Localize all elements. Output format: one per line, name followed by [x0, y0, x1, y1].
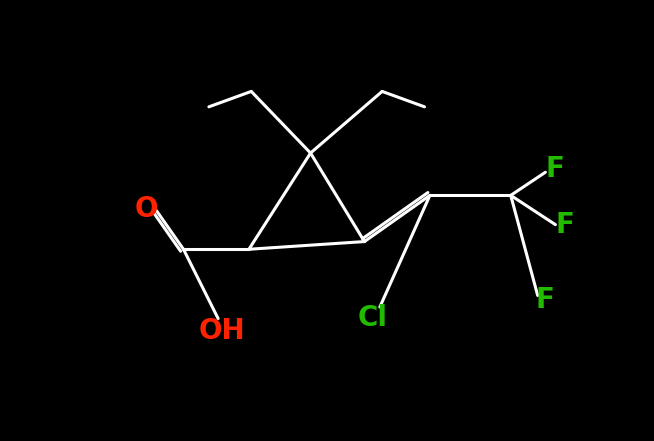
Text: F: F: [545, 155, 564, 183]
Text: Cl: Cl: [357, 304, 387, 332]
Text: O: O: [135, 195, 158, 223]
Text: OH: OH: [199, 317, 245, 345]
Text: F: F: [536, 286, 555, 314]
Text: F: F: [555, 211, 574, 239]
